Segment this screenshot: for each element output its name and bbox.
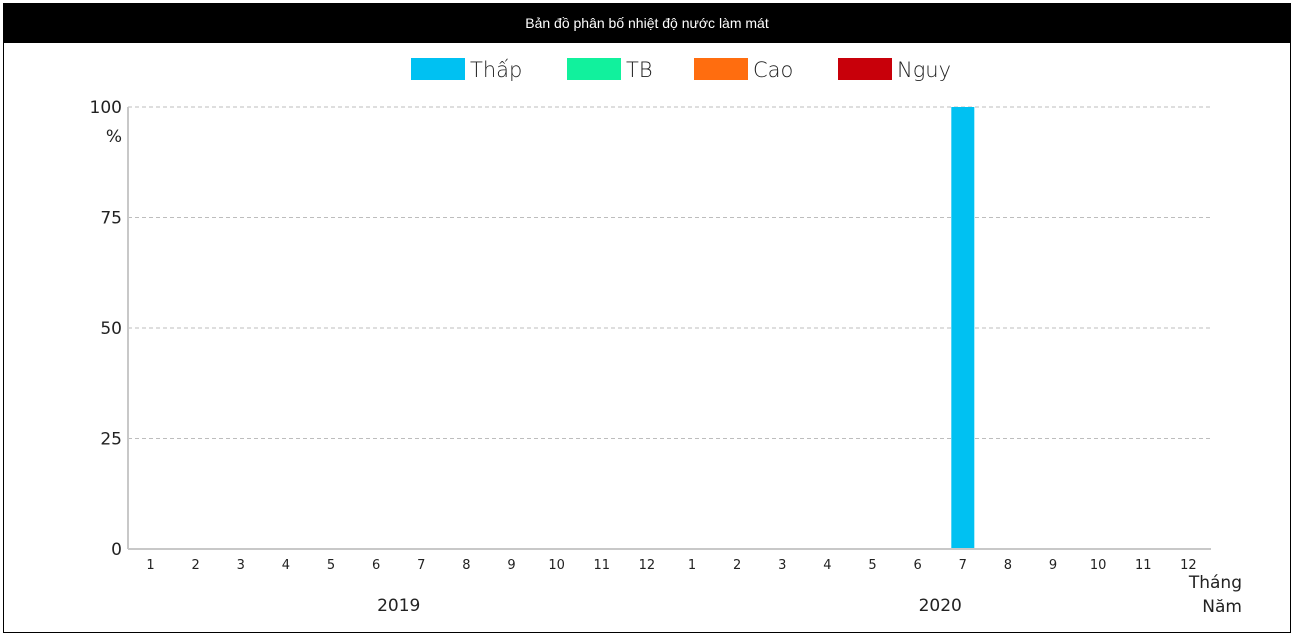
bar-Thấp[interactable] bbox=[951, 107, 975, 549]
x-tick-label: 3 bbox=[237, 558, 245, 573]
chart-legend: Thấp TB Cao Nguy bbox=[411, 58, 951, 82]
x-tick-label: 7 bbox=[417, 558, 425, 573]
x-tick-label: 1 bbox=[688, 558, 696, 573]
y-tick-label: 100 bbox=[90, 98, 122, 118]
x-tick-label: 8 bbox=[462, 558, 470, 573]
y-tick-label: 75 bbox=[100, 209, 122, 229]
chart-grid bbox=[128, 106, 1211, 439]
x-tick-label: 3 bbox=[778, 558, 786, 573]
x-tick-label: 6 bbox=[372, 558, 380, 573]
y-tick-label: 0 bbox=[111, 540, 122, 560]
x-tick-label: 2 bbox=[192, 558, 200, 573]
chart-axes bbox=[127, 107, 1211, 550]
y-unit-label: % bbox=[106, 127, 122, 147]
x-tick-label: 9 bbox=[507, 558, 515, 573]
legend-swatch bbox=[694, 58, 748, 80]
x-tick-label: 6 bbox=[914, 558, 922, 573]
x-tick-label: 5 bbox=[327, 558, 335, 573]
x-tick-label: 2 bbox=[733, 558, 741, 573]
x-tick-label: 8 bbox=[1004, 558, 1012, 573]
legend-label: Thấp bbox=[470, 58, 522, 82]
year-label: 2020 bbox=[919, 596, 962, 616]
x-tick-label: 1 bbox=[146, 558, 154, 573]
year-label: 2019 bbox=[377, 596, 420, 616]
legend-label: Nguy bbox=[897, 58, 951, 82]
chart-title: Bản đồ phân bố nhiệt độ nước làm mát bbox=[4, 4, 1290, 43]
x-tick-label: 4 bbox=[823, 558, 831, 573]
x-tick-label: 7 bbox=[959, 558, 967, 573]
x-tick-label: 4 bbox=[282, 558, 290, 573]
x-tick-label: 9 bbox=[1049, 558, 1057, 573]
x-axis-title-month: Tháng bbox=[1188, 573, 1242, 593]
chart-bars bbox=[951, 107, 975, 549]
legend-swatch bbox=[411, 58, 465, 80]
y-tick-label: 25 bbox=[100, 430, 122, 450]
legend-item-4[interactable]: Nguy bbox=[838, 58, 951, 82]
legend-item-1[interactable]: Thấp bbox=[411, 58, 522, 82]
x-tick-label: 5 bbox=[868, 558, 876, 573]
x-tick-label: 11 bbox=[1135, 558, 1152, 573]
legend-swatch bbox=[567, 58, 621, 80]
x-tick-label: 10 bbox=[1090, 558, 1107, 573]
legend-swatch bbox=[838, 58, 892, 80]
legend-label: Cao bbox=[753, 58, 793, 82]
legend-item-3[interactable]: Cao bbox=[694, 58, 793, 82]
legend-label: TB bbox=[626, 58, 653, 82]
x-tick-label: 12 bbox=[1180, 558, 1197, 573]
legend-item-2[interactable]: TB bbox=[567, 58, 653, 82]
x-tick-label: 12 bbox=[639, 558, 656, 573]
x-tick-label: 11 bbox=[594, 558, 611, 573]
chart-window: Bản đồ phân bố nhiệt độ nước làm mát Thấ… bbox=[3, 3, 1291, 633]
x-tick-label: 10 bbox=[548, 558, 565, 573]
y-tick-label: 50 bbox=[100, 319, 122, 339]
x-axis-title-year: Năm bbox=[1202, 597, 1242, 617]
